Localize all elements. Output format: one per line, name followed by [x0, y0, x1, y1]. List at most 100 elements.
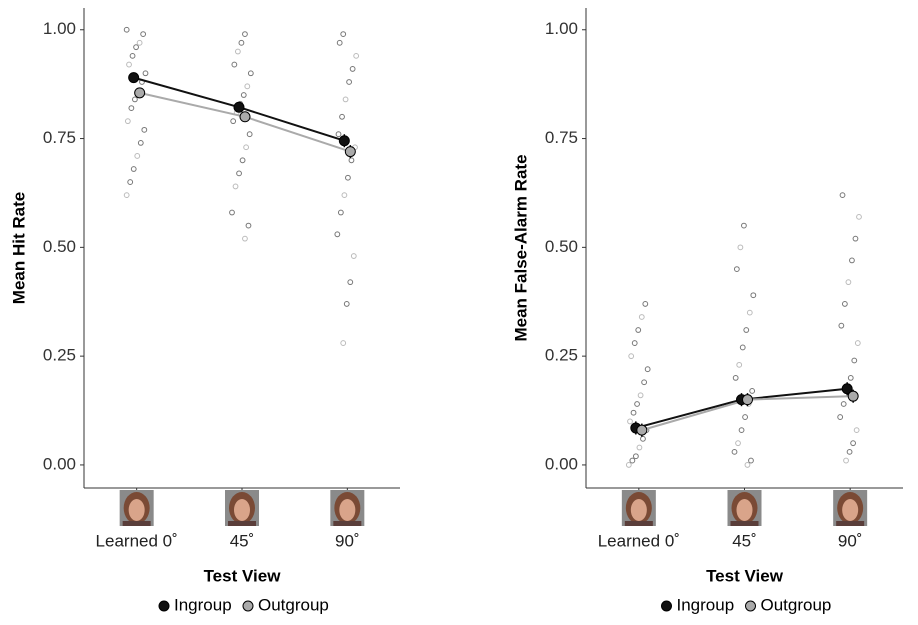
face-thumbnail	[119, 490, 154, 526]
raw-point	[336, 39, 343, 46]
shirt	[730, 521, 759, 526]
raw-point	[847, 375, 854, 381]
shirt	[333, 521, 362, 526]
raw-point	[854, 340, 861, 346]
raw-point	[339, 113, 345, 120]
raw-point	[632, 453, 639, 460]
raw-point	[126, 61, 132, 68]
raw-point	[845, 279, 852, 286]
y-tick-label: 0.75	[545, 128, 578, 147]
y-axis-label: Mean Hit Rate	[9, 192, 28, 304]
y-tick-label: 0.25	[43, 346, 76, 365]
x-tick-label: Learned 0˚	[598, 531, 680, 550]
raw-point	[839, 192, 846, 199]
raw-point	[347, 279, 354, 286]
raw-point	[634, 401, 640, 407]
raw-point	[130, 166, 137, 172]
raw-point	[641, 379, 648, 386]
raw-point	[630, 409, 637, 416]
y-tick-label: 0.50	[545, 237, 578, 256]
raw-point	[242, 31, 248, 38]
skin	[234, 499, 250, 521]
raw-point	[642, 301, 649, 307]
mean-point	[636, 424, 648, 436]
raw-point	[136, 39, 143, 46]
raw-point	[343, 301, 350, 307]
raw-point	[137, 140, 144, 146]
raw-point	[134, 153, 141, 159]
raw-point	[846, 448, 853, 455]
raw-point	[856, 213, 862, 220]
legend-label: Ingroup	[677, 595, 735, 614]
y-tick-label: 0.25	[545, 346, 578, 365]
raw-point	[837, 414, 844, 420]
raw-point	[353, 52, 360, 59]
raw-point	[743, 327, 750, 333]
legend-swatch	[242, 600, 254, 612]
raw-point	[346, 79, 352, 85]
y-tick-label: 0.00	[43, 454, 76, 473]
face-thumbnail	[330, 490, 365, 526]
raw-point	[341, 192, 348, 199]
raw-point	[852, 235, 859, 242]
y-tick-label: 0.50	[43, 237, 76, 256]
raw-point	[245, 222, 252, 229]
raw-point	[123, 192, 130, 199]
raw-point	[238, 39, 245, 46]
skin	[339, 499, 356, 521]
raw-point	[231, 61, 238, 68]
raw-point	[342, 96, 349, 103]
mean-point	[847, 390, 859, 402]
mean-point	[338, 135, 350, 147]
mean-point	[742, 394, 753, 406]
raw-point	[340, 31, 347, 38]
face-thumbnail	[833, 490, 868, 526]
raw-point	[851, 357, 858, 364]
face-thumbnail	[727, 490, 762, 526]
raw-point	[849, 257, 855, 264]
raw-point	[232, 183, 239, 190]
raw-point	[838, 322, 845, 329]
x-tick-label: 90˚	[335, 531, 360, 550]
raw-point	[340, 340, 347, 346]
y-tick-label: 0.75	[43, 128, 76, 147]
y-axis-label: Mean False-Alarm Rate	[511, 154, 530, 341]
legend-swatch	[158, 600, 170, 612]
raw-point	[731, 448, 738, 455]
raw-point	[750, 292, 757, 299]
y-tick-label: 0.00	[545, 454, 578, 473]
raw-point	[733, 266, 740, 273]
raw-point	[128, 105, 135, 111]
raw-point	[236, 170, 242, 177]
skin	[736, 499, 753, 521]
raw-point	[737, 244, 744, 251]
raw-point	[640, 435, 646, 442]
raw-point	[345, 174, 351, 181]
raw-point	[629, 457, 636, 464]
raw-point	[348, 157, 355, 164]
face-thumbnail	[225, 490, 259, 526]
raw-point	[746, 309, 753, 316]
legend-label: Ingroup	[174, 595, 232, 614]
x-axis-label: Test View	[706, 566, 784, 585]
raw-point	[244, 83, 251, 90]
x-axis-label: Test View	[204, 566, 282, 585]
shirt	[624, 521, 653, 526]
shirt	[836, 521, 865, 526]
raw-point	[748, 457, 754, 464]
x-tick-label: Learned 0˚	[96, 531, 178, 550]
raw-point	[123, 26, 130, 33]
legend-label: Outgroup	[761, 595, 832, 614]
raw-point	[140, 31, 147, 38]
raw-point	[335, 131, 342, 138]
x-tick-label: 45˚	[732, 531, 757, 550]
mean-point	[841, 383, 853, 395]
raw-point	[337, 209, 344, 216]
raw-point	[840, 401, 847, 407]
legend-label: Outgroup	[258, 595, 329, 614]
raw-point	[736, 361, 743, 368]
raw-point	[627, 418, 633, 425]
x-tick-label: 90˚	[838, 531, 863, 550]
